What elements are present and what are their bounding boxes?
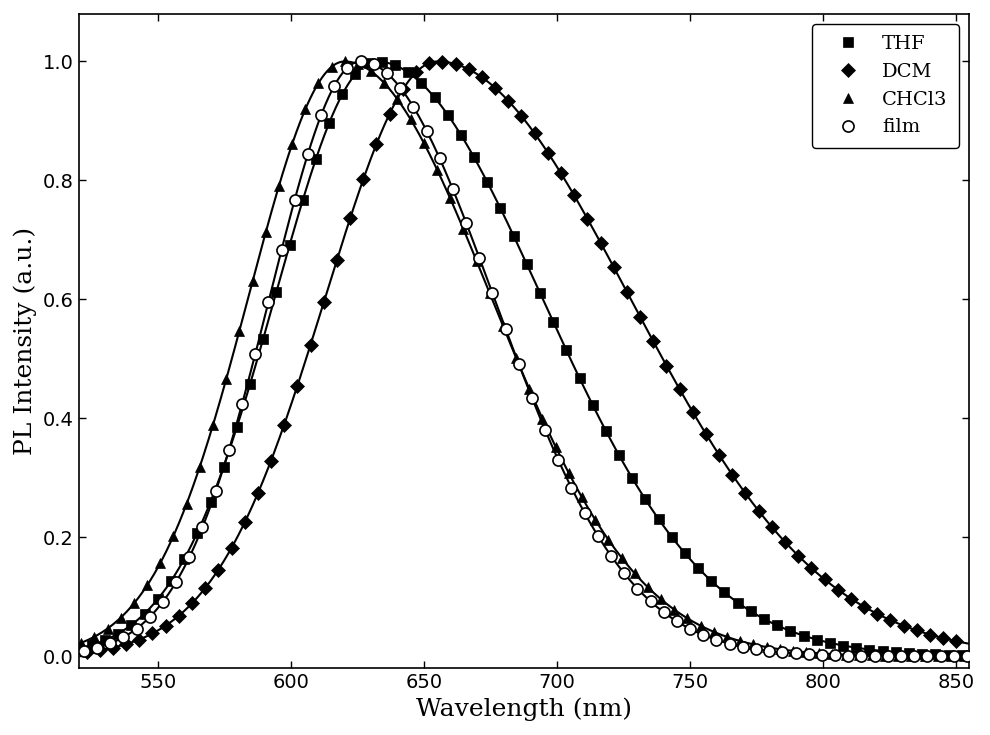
film (460, 218, 472, 227)
THF (455, 130, 467, 139)
CHCl3 (589, 515, 601, 524)
Line: CHCl3: CHCl3 (76, 57, 969, 661)
CHCl3 (603, 535, 615, 544)
DCM (213, 565, 225, 574)
Line: THF: THF (74, 57, 966, 660)
DCM (437, 57, 448, 66)
film (592, 531, 604, 540)
THF (376, 57, 388, 66)
THF (600, 426, 612, 435)
THF (877, 647, 889, 656)
CHCl3 (286, 140, 298, 148)
film (289, 195, 301, 204)
DCM (898, 621, 910, 630)
CHCl3 (958, 652, 970, 661)
X-axis label: Wavelength (nm): Wavelength (nm) (416, 698, 632, 721)
film (78, 646, 90, 655)
THF (270, 287, 282, 296)
Legend: THF, DCM, CHCl3, film: THF, DCM, CHCl3, film (812, 24, 959, 148)
Line: film: film (78, 56, 972, 662)
THF (587, 401, 599, 409)
DCM (449, 60, 461, 68)
CHCl3 (339, 57, 350, 66)
CHCl3 (457, 225, 469, 234)
film (275, 245, 287, 254)
THF (955, 650, 967, 659)
CHCl3 (273, 182, 285, 190)
DCM (950, 637, 962, 645)
CHCl3 (75, 639, 87, 648)
DCM (186, 599, 198, 608)
CHCl3 (879, 651, 891, 660)
Y-axis label: PL Intensity (a.u.): PL Intensity (a.u.) (14, 227, 38, 455)
film (605, 551, 617, 560)
film (961, 652, 973, 661)
film (882, 652, 894, 661)
THF (283, 240, 295, 249)
Line: DCM: DCM (82, 57, 961, 657)
DCM (80, 648, 92, 656)
THF (73, 644, 85, 653)
DCM (752, 506, 764, 515)
film (354, 57, 366, 66)
DCM (489, 83, 501, 92)
